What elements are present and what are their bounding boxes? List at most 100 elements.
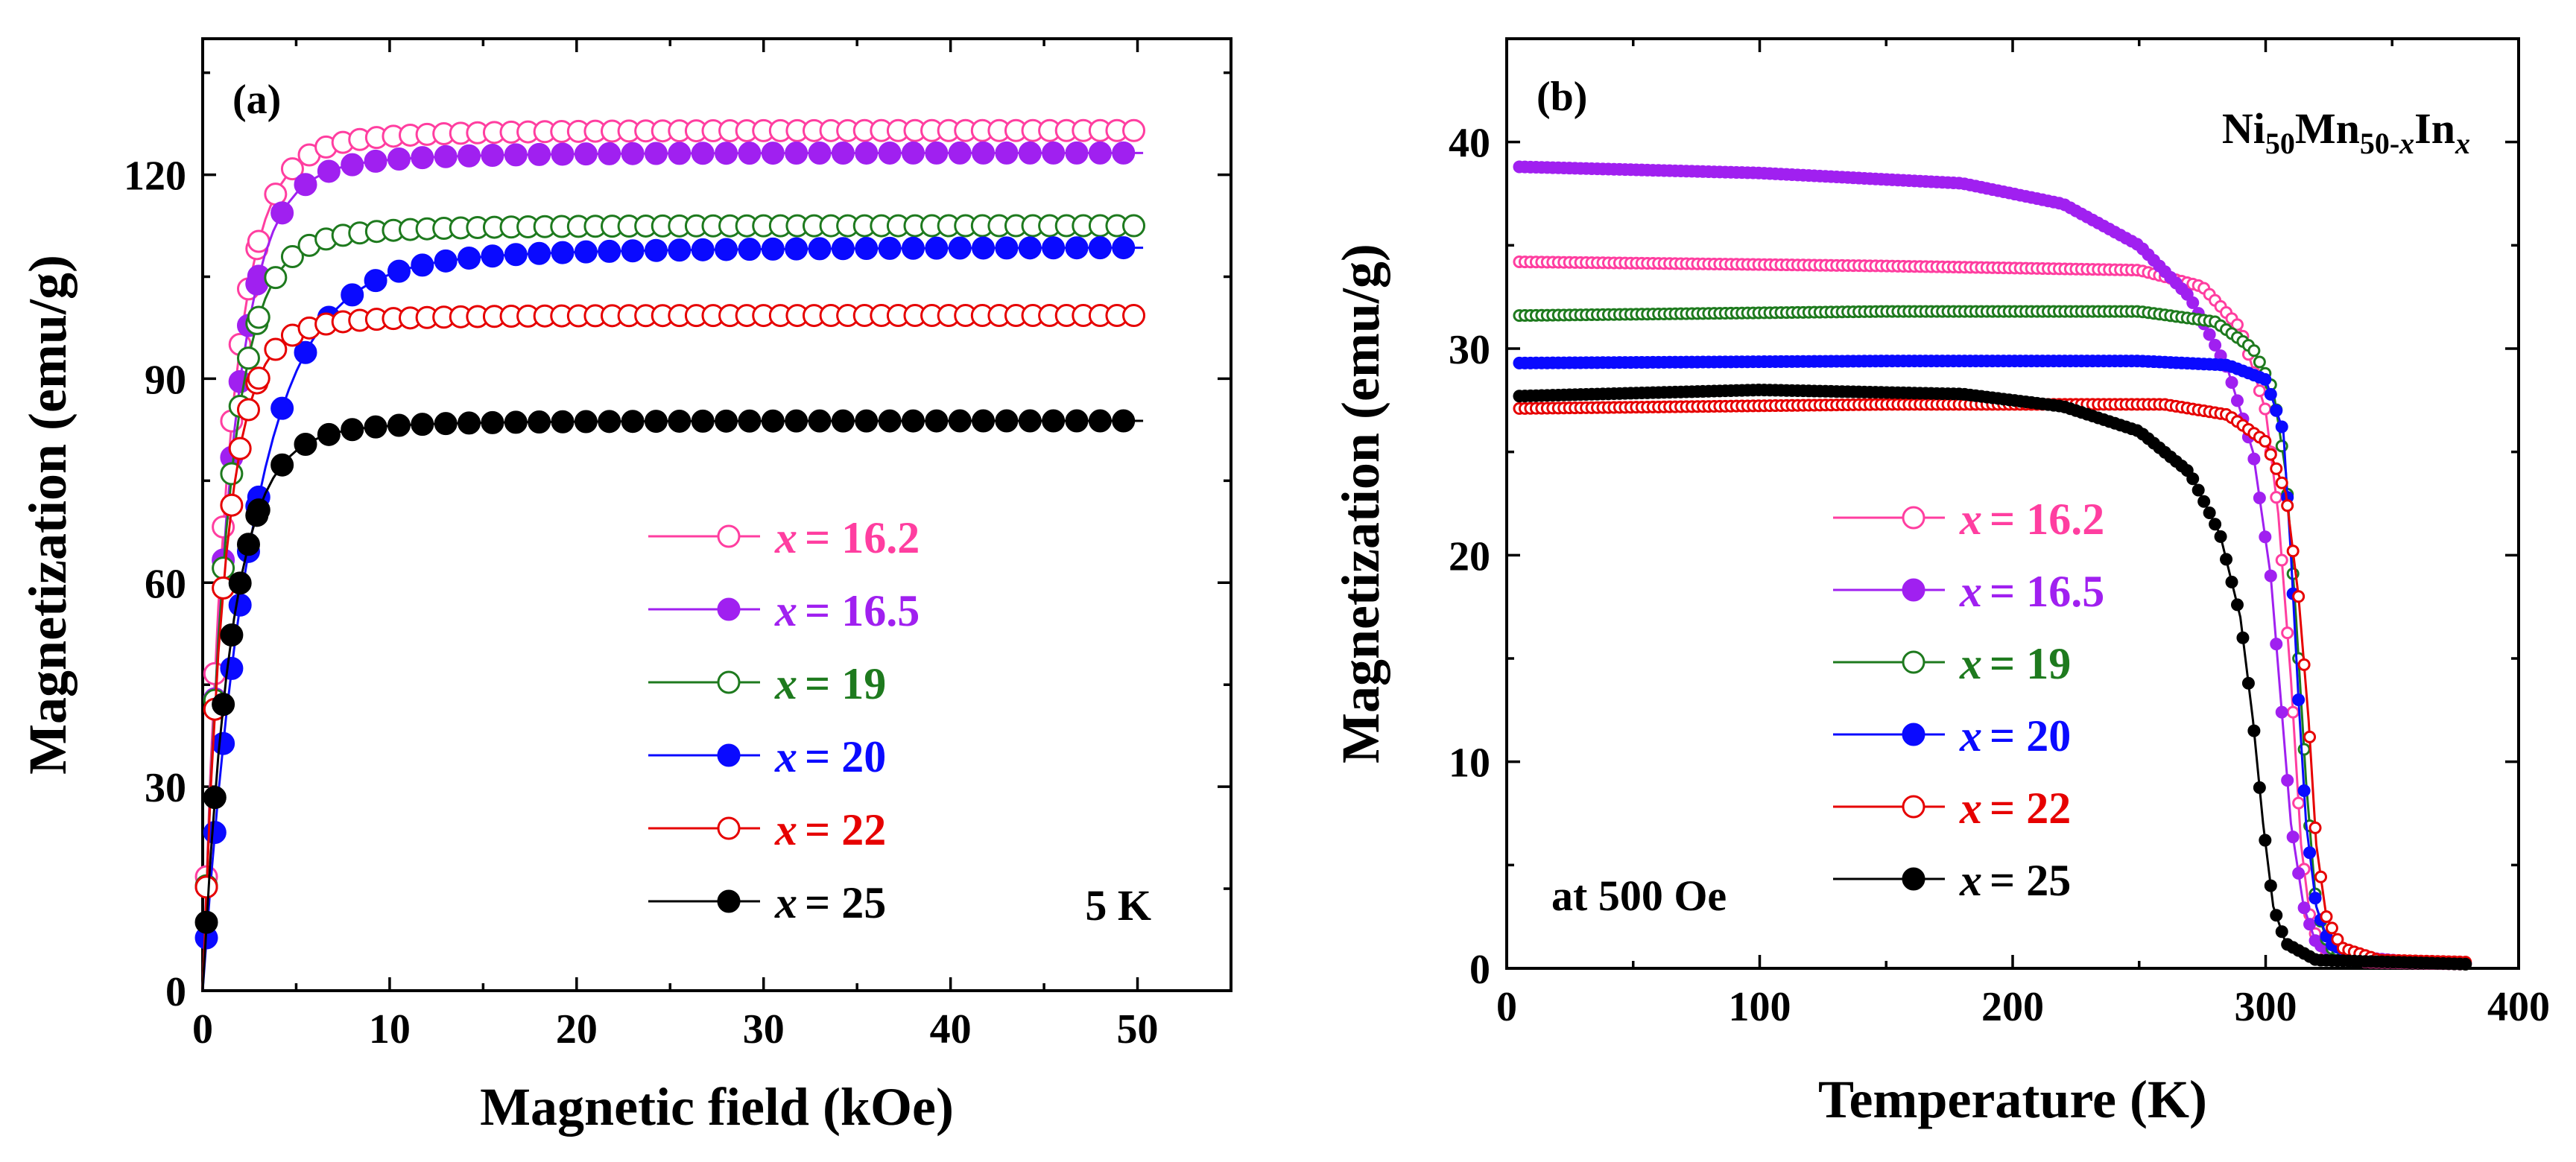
data-point bbox=[2308, 892, 2322, 905]
data-point bbox=[668, 142, 692, 165]
data-point bbox=[2180, 464, 2194, 477]
y-tick-label: 0 bbox=[165, 969, 186, 1015]
series-line bbox=[201, 151, 1144, 991]
legend-marker bbox=[1902, 867, 1925, 891]
data-point bbox=[2259, 530, 2272, 544]
formula-element: In bbox=[2414, 104, 2455, 153]
data-point bbox=[925, 141, 949, 165]
formula-subscript: 50- bbox=[2360, 127, 2399, 160]
series-x-25 bbox=[1513, 384, 2472, 971]
x-tick-label: 30 bbox=[743, 1006, 785, 1053]
data-point bbox=[1088, 409, 1112, 433]
data-point bbox=[715, 409, 738, 433]
data-point bbox=[691, 142, 715, 165]
data-point bbox=[220, 623, 244, 647]
data-point bbox=[574, 240, 598, 264]
data-point bbox=[194, 875, 218, 899]
series-x-16-2 bbox=[194, 118, 1146, 991]
data-point bbox=[598, 239, 621, 263]
data-point bbox=[2247, 452, 2261, 466]
legend-marker bbox=[717, 889, 741, 913]
data-point bbox=[2186, 296, 2200, 309]
data-point bbox=[228, 436, 252, 460]
legend-value: = 25 bbox=[805, 878, 886, 927]
data-point bbox=[1018, 409, 1042, 433]
data-point bbox=[228, 593, 252, 617]
data-point bbox=[2275, 476, 2288, 489]
data-point bbox=[2203, 328, 2216, 341]
data-point bbox=[551, 241, 575, 264]
legend-label: x = 20 bbox=[774, 732, 886, 781]
data-point bbox=[878, 141, 902, 165]
data-point bbox=[270, 201, 294, 225]
legend-label: x = 20 bbox=[1959, 711, 2071, 761]
data-point bbox=[925, 409, 949, 433]
data-point bbox=[2259, 402, 2272, 416]
y-tick-label: 0 bbox=[1469, 947, 1490, 993]
legend-label: x = 22 bbox=[774, 805, 886, 854]
data-point bbox=[2241, 676, 2255, 690]
legend-item: x = 20 bbox=[1833, 711, 2071, 761]
legend-label: x = 19 bbox=[1959, 639, 2071, 688]
y-tick-label: 20 bbox=[1449, 533, 1490, 580]
data-point bbox=[203, 786, 227, 810]
data-point bbox=[212, 556, 235, 580]
data-point bbox=[551, 142, 575, 166]
x-tick-label: 50 bbox=[1117, 1006, 1159, 1053]
data-point bbox=[995, 141, 1019, 165]
data-point bbox=[1112, 141, 1136, 165]
data-point bbox=[761, 237, 785, 261]
data-point bbox=[785, 237, 808, 261]
data-point bbox=[1042, 236, 1066, 260]
data-point bbox=[2270, 638, 2283, 651]
data-point bbox=[738, 238, 762, 261]
data-point bbox=[2247, 344, 2261, 358]
series-line bbox=[201, 419, 1144, 991]
data-point bbox=[2270, 491, 2283, 504]
data-point bbox=[220, 656, 244, 680]
series-line bbox=[1519, 165, 2469, 965]
data-point bbox=[761, 142, 785, 165]
data-point bbox=[668, 409, 692, 433]
data-point bbox=[2264, 448, 2277, 461]
data-point bbox=[2253, 384, 2266, 398]
legend-var: x bbox=[1959, 567, 1982, 616]
data-point bbox=[504, 410, 528, 434]
data-point bbox=[2281, 774, 2294, 787]
legend-value: = 19 bbox=[1990, 639, 2071, 688]
data-point bbox=[2303, 730, 2317, 743]
x-tick-label: 300 bbox=[2235, 984, 2297, 1030]
series-x-20 bbox=[194, 236, 1144, 991]
data-point bbox=[691, 409, 715, 433]
data-point bbox=[2264, 569, 2277, 582]
data-point bbox=[411, 146, 434, 170]
data-point bbox=[831, 141, 855, 165]
x-tick-label: 20 bbox=[556, 1006, 598, 1053]
data-point bbox=[270, 453, 294, 477]
legend-var: x bbox=[774, 513, 797, 562]
x-tick-label: 100 bbox=[1729, 984, 1791, 1030]
data-point bbox=[458, 247, 481, 270]
data-point bbox=[236, 346, 260, 370]
data-point bbox=[574, 142, 598, 166]
data-point bbox=[411, 413, 434, 436]
data-point bbox=[2286, 831, 2300, 844]
data-point bbox=[2292, 796, 2306, 810]
data-point bbox=[341, 283, 364, 307]
data-point bbox=[2297, 901, 2311, 915]
x-tick-label: 40 bbox=[930, 1006, 972, 1053]
y-tick-label: 60 bbox=[145, 561, 186, 607]
data-point bbox=[212, 731, 235, 755]
legend-marker bbox=[717, 816, 741, 840]
series-x-22 bbox=[194, 304, 1146, 991]
data-point bbox=[247, 366, 270, 390]
legend-marker bbox=[1902, 650, 1925, 674]
data-point bbox=[972, 409, 996, 433]
legend-label: x = 22 bbox=[1959, 784, 2071, 833]
data-point bbox=[2325, 921, 2338, 935]
legend-value: = 16.2 bbox=[805, 513, 920, 562]
data-point bbox=[2253, 491, 2266, 504]
series-line bbox=[201, 247, 1144, 991]
formula-element: Mn bbox=[2295, 104, 2360, 153]
y-tick-label: 30 bbox=[1449, 327, 1490, 373]
